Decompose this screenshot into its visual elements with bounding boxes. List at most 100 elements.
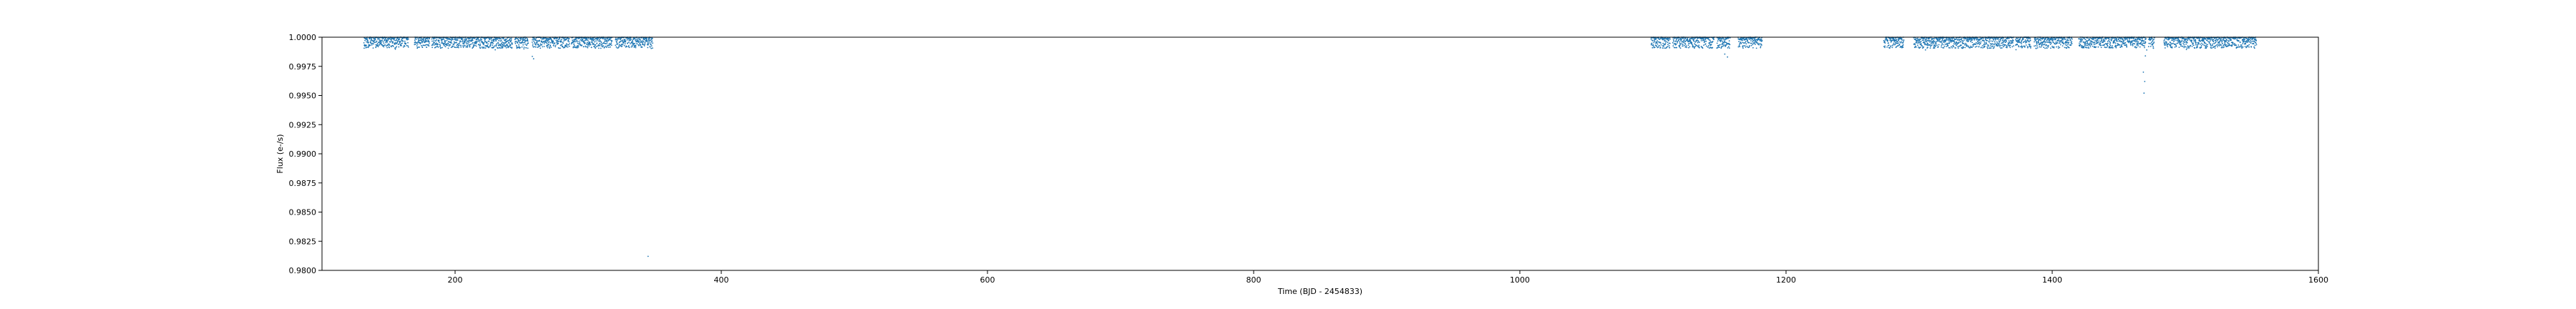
data-point [2225,38,2228,40]
data-point [1923,37,1926,39]
data-point [2234,38,2235,40]
data-point [456,39,457,41]
data-point [1943,41,1945,44]
data-point [483,42,484,44]
data-point [537,40,539,41]
data-point [2220,38,2223,40]
data-point [1738,41,1740,42]
data-point [582,38,584,40]
data-point [1682,38,1684,39]
data-point [2108,38,2110,40]
data-point [1893,42,1895,44]
data-point [2253,47,2255,49]
data-point [2028,44,2030,45]
data-point [638,44,640,46]
data-point [560,39,562,41]
data-point [2071,43,2073,44]
data-point [1917,44,1918,46]
data-point [1651,44,1652,46]
data-point [2016,44,2019,46]
y-axis-ticks: 0.98000.98250.98500.98750.99000.99250.99… [289,33,322,275]
data-point [2137,42,2139,44]
data-point [2199,38,2200,40]
data-point [2050,47,2051,49]
data-point [1902,44,1904,46]
data-point [2021,45,2023,46]
data-point [2182,45,2184,47]
data-point [2137,45,2140,46]
data-point [597,47,600,49]
data-point [1993,46,1995,49]
data-point [1719,41,1722,42]
data-point [2212,44,2213,46]
data-point [1941,44,1943,46]
data-point [1737,46,1740,48]
data-point [434,38,436,39]
data-point [2229,39,2231,41]
data-point [479,41,481,43]
data-point [2139,38,2141,40]
data-point [532,43,534,45]
data-point [515,40,517,42]
data-point [375,41,377,43]
data-point [639,41,641,44]
data-point [2255,40,2258,41]
data-point [2062,45,2064,46]
data-point [459,43,460,45]
data-point [1891,46,1893,49]
data-point [444,46,447,48]
data-point [1720,39,1722,41]
data-point [2219,43,2221,45]
data-point [2225,39,2228,41]
data-point [1935,43,1937,44]
data-point [453,45,454,47]
data-point [1965,38,1966,40]
data-point [476,41,478,43]
data-point [465,46,467,48]
data-point [1684,44,1687,45]
data-point [579,41,581,44]
data-point [606,41,608,43]
data-point [1755,47,1757,49]
data-point [1921,37,1923,39]
data-point [1676,46,1678,49]
data-point [515,38,517,39]
data-point [2182,42,2184,44]
data-point [1935,46,1936,47]
data-point [1660,44,1662,46]
data-point [2179,42,2181,44]
data-point [624,43,626,45]
data-point [426,46,428,48]
data-point [610,44,613,46]
data-point [2012,41,2014,44]
data-point [511,42,513,44]
data-point [1975,43,1977,45]
data-point [1663,45,1665,46]
data-point [566,43,567,44]
data-point [399,41,401,44]
data-point [539,39,540,41]
data-point [463,45,465,47]
data-point [1745,43,1747,45]
data-point [641,46,643,48]
data-point [2063,43,2065,45]
data-point [631,46,633,47]
data-point [649,42,651,44]
data-point [577,41,579,43]
data-point [1674,37,1676,39]
data-point [366,41,368,43]
data-point [603,40,605,42]
data-point [1696,39,1698,41]
data-point [547,46,549,49]
data-point [562,42,564,44]
data-point [2170,41,2171,44]
data-point [2023,45,2025,47]
data-point [483,47,485,49]
data-point [1754,41,1756,43]
data-point [558,47,560,49]
data-point [2114,44,2117,46]
data-point [2196,45,2198,47]
data-point [628,46,630,49]
data-point [2043,46,2045,49]
data-point [1917,41,1919,43]
